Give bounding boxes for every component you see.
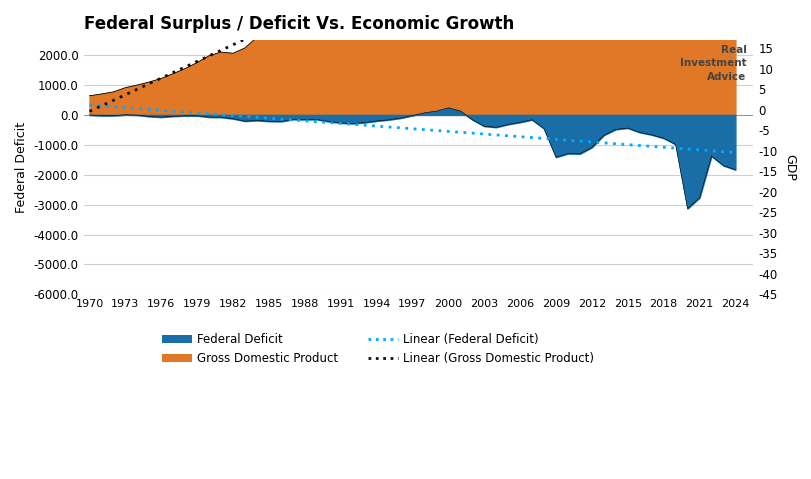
Y-axis label: GDP: GDP: [783, 154, 796, 181]
Text: Federal Surplus / Deficit Vs. Economic Growth: Federal Surplus / Deficit Vs. Economic G…: [84, 15, 514, 33]
Y-axis label: Federal Deficit: Federal Deficit: [15, 122, 28, 213]
Legend: Federal Deficit, Gross Domestic Product, Linear (Federal Deficit), Linear (Gross: Federal Deficit, Gross Domestic Product,…: [157, 329, 599, 370]
Text: Real
Investment
Advice: Real Investment Advice: [680, 45, 747, 81]
